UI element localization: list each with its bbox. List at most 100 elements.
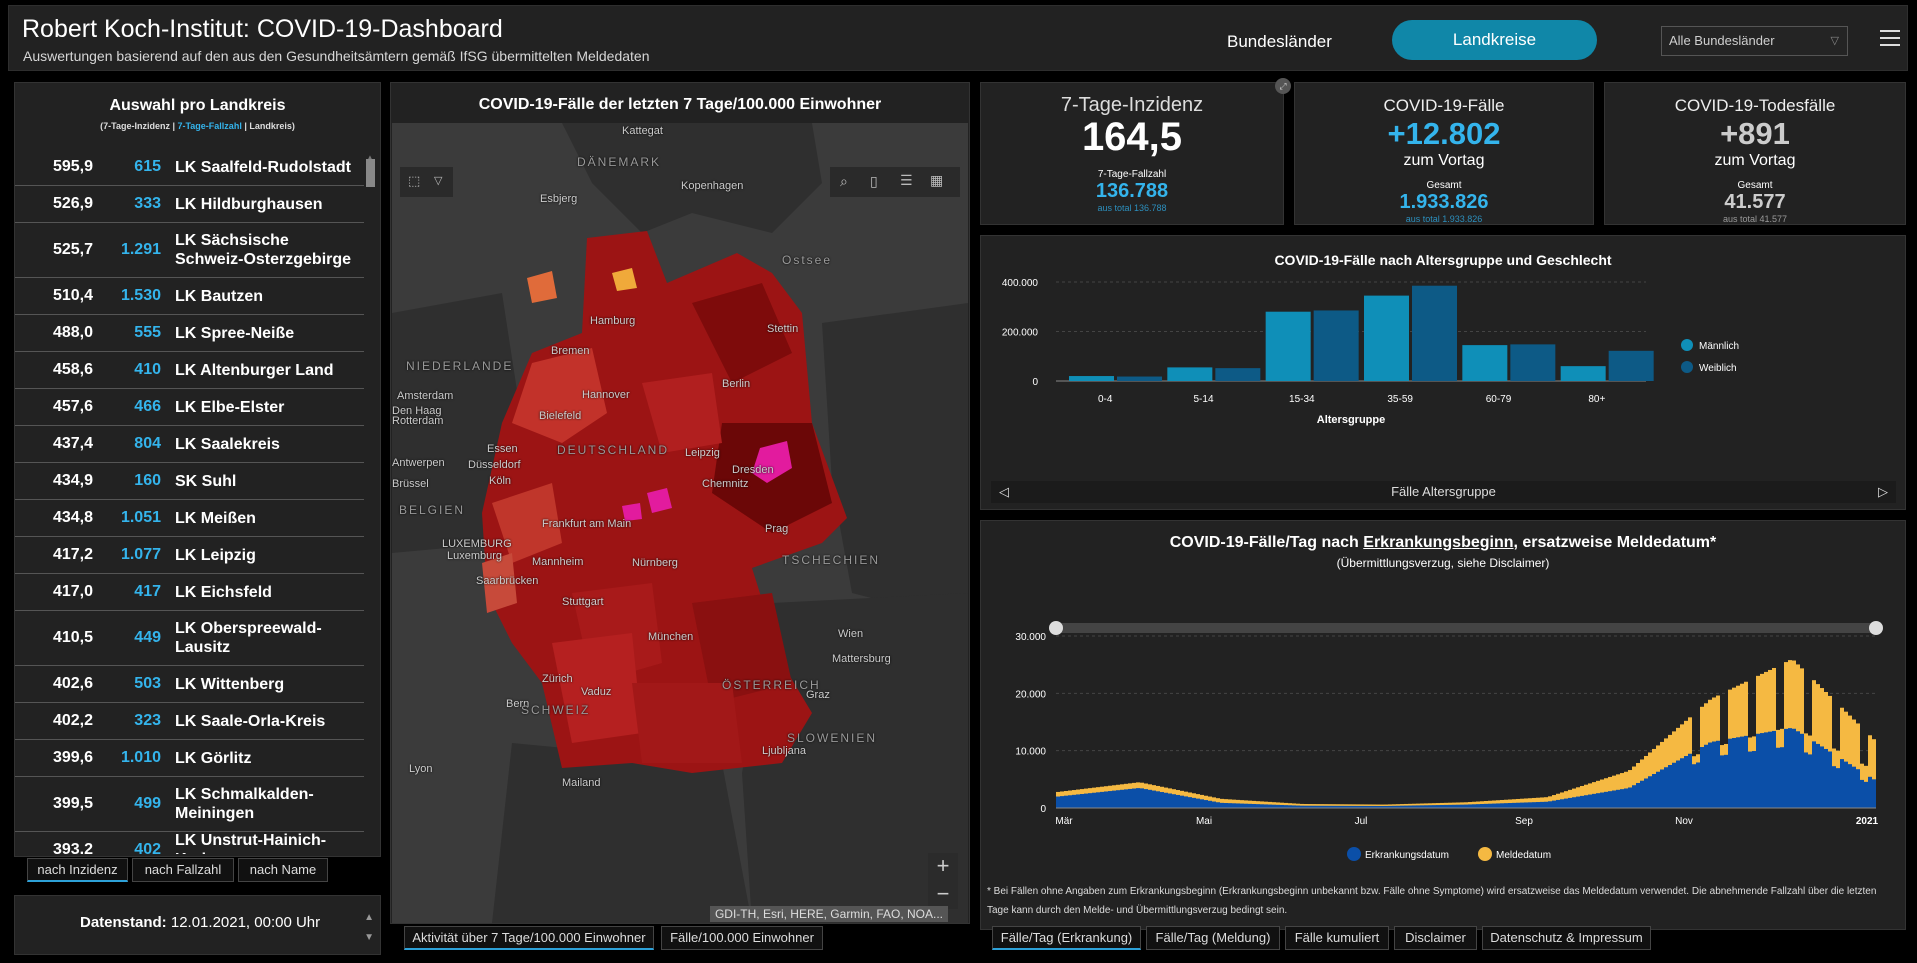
- age-ytick: 200.000: [1002, 328, 1039, 339]
- bundesland-dropdown-value: Alle Bundesländer: [1669, 33, 1775, 48]
- map-tools-right[interactable]: ⌕ ▯ ☰ ▦: [830, 167, 960, 197]
- age-bar-maennlich[interactable]: [1069, 376, 1114, 381]
- menu-icon[interactable]: [1880, 30, 1900, 51]
- legend-swatch: [1681, 361, 1693, 373]
- landkreis-row[interactable]: 417,2 1.077 LK Leipzig: [15, 537, 364, 574]
- age-bar-maennlich[interactable]: [1265, 311, 1311, 381]
- age-bar-maennlich[interactable]: [1462, 345, 1508, 381]
- row-case-count: 503: [134, 675, 161, 692]
- row-landkreis-name: LK Hildburghausen: [175, 195, 323, 213]
- expand-icon[interactable]: ⤢: [1275, 78, 1291, 94]
- tab-faelle-meldung[interactable]: Fälle/Tag (Meldung): [1146, 926, 1280, 950]
- epi-bar-erkrankung: [1324, 805, 1328, 808]
- map-tools-left[interactable]: ⬚ ▽: [400, 167, 453, 197]
- tab-disclaimer[interactable]: Disclaimer: [1394, 926, 1477, 950]
- tab-landkreise[interactable]: Landkreise: [1392, 20, 1597, 60]
- landkreis-row[interactable]: 525,7 1.291 LK Sächsische Schweiz-Osterzge…: [15, 223, 364, 278]
- sort-by-incidence-button[interactable]: nach Inzidenz: [27, 858, 128, 882]
- age-bar-weiblich[interactable]: [1412, 285, 1457, 381]
- age-bar-maennlich[interactable]: [1560, 366, 1606, 381]
- age-bar-weiblich[interactable]: [1215, 368, 1261, 381]
- list-icon[interactable]: ☰: [900, 172, 913, 188]
- tab-datenschutz[interactable]: Datenschutz & Impressum: [1482, 926, 1651, 950]
- landkreis-row[interactable]: 434,8 1.051 LK Meißen: [15, 500, 364, 537]
- zoom-in-button[interactable]: +: [928, 853, 958, 881]
- epi-bar-erkrankung: [1760, 733, 1764, 808]
- epi-chart[interactable]: 0 10.000 20.000 30.000 Mär Mai Jul Sep Nov 2021 Er…: [981, 596, 1905, 876]
- map-svg: [392, 123, 968, 923]
- epi-bar-erkrankung: [1212, 801, 1216, 808]
- landkreis-row[interactable]: 526,9 333 LK Hildburghausen: [15, 186, 364, 223]
- map-canvas[interactable]: ⬚ ▽ ⌕ ▯ ☰ ▦ Kattegat DÄNEMARK Kopenhagen Es…: [392, 123, 968, 923]
- select-icon[interactable]: ⬚: [408, 173, 421, 188]
- tab-faelle-kumuliert[interactable]: Fälle kumuliert: [1285, 926, 1389, 950]
- bundesland-dropdown[interactable]: Alle Bundesländer ▽: [1661, 26, 1848, 56]
- map-place-label: Brüssel: [392, 478, 429, 490]
- page-subtitle: Auswertungen basierend auf den aus den G…: [23, 48, 650, 64]
- tab-bundeslaender[interactable]: Bundesländer: [1227, 32, 1332, 51]
- landkreis-row[interactable]: 595,9 615 LK Saalfeld-Rudolstadt: [15, 149, 364, 186]
- chevron-down-icon[interactable]: ▽: [434, 175, 443, 187]
- map-place-label: Berlin: [722, 378, 751, 390]
- tab-cases-per-100k[interactable]: Fälle/100.000 Einwohner: [661, 926, 823, 950]
- scrollbar-thumb[interactable]: [366, 159, 375, 187]
- landkreis-row[interactable]: 457,6 466 LK Elbe-Elster: [15, 389, 364, 426]
- landkreis-row[interactable]: 399,6 1.010 LK Görlitz: [15, 740, 364, 777]
- pager-prev-icon[interactable]: ◁: [999, 484, 1009, 499]
- landkreis-row[interactable]: 402,6 503 LK Wittenberg: [15, 666, 364, 703]
- epi-bar-erkrankung: [1560, 799, 1564, 808]
- landkreis-row[interactable]: 434,9 160 SK Suhl: [15, 463, 364, 500]
- epi-bar-erkrankung: [1192, 797, 1196, 808]
- epi-disclaimer: * Bei Fällen ohne Angaben zum Erkrankung…: [987, 886, 1877, 916]
- landkreis-row[interactable]: 410,5 449 LK Oberspreewald-Lausitz: [15, 611, 364, 666]
- age-bar-weiblich[interactable]: [1117, 376, 1162, 381]
- sort-by-name-button[interactable]: nach Name: [238, 858, 328, 882]
- list-scrollbar[interactable]: ▲: [364, 83, 377, 858]
- map-place-label: Mannheim: [532, 556, 584, 568]
- epi-bar-erkrankung: [1456, 804, 1460, 808]
- row-incidence: 510,4: [52, 287, 93, 304]
- landkreis-list[interactable]: 595,9 615 LK Saalfeld-Rudolstadt 526,9 333 LK…: [15, 149, 364, 854]
- epi-range-handle-right[interactable]: [1869, 621, 1883, 635]
- legend-label: Meldedatum: [1496, 850, 1551, 861]
- landkreis-row[interactable]: 488,0 555 LK Spree-Neiße: [15, 315, 364, 352]
- age-bar-weiblich[interactable]: [1510, 344, 1556, 381]
- epi-bar-erkrankung: [1220, 802, 1224, 808]
- age-bar-maennlich[interactable]: [1167, 367, 1213, 381]
- search-icon[interactable]: ⌕: [840, 173, 848, 189]
- tab-activity-7days[interactable]: Aktivität über 7 Tage/100.000 Einwohner: [404, 926, 654, 950]
- epi-title-c: , ersatzweise Meldedatum*: [1513, 534, 1717, 551]
- landkreis-row[interactable]: 458,6 410 LK Altenburger Land: [15, 352, 364, 389]
- age-bar-weiblich[interactable]: [1608, 350, 1654, 381]
- row-case-count: 1.291: [120, 241, 161, 258]
- pager-next-icon[interactable]: ▷: [1878, 484, 1888, 499]
- scroll-up-icon[interactable]: ▲: [366, 153, 374, 162]
- sort-by-cases-button[interactable]: nach Fallzahl: [132, 858, 234, 882]
- landkreis-row[interactable]: 437,4 804 LK Saalekreis: [15, 426, 364, 463]
- row-incidence: 417,0: [52, 583, 93, 600]
- epi-bar-erkrankung: [1392, 805, 1396, 808]
- landkreis-row[interactable]: 393,2 402 LK Unstrut-Hainich-Kreis: [15, 832, 364, 854]
- epi-bar-erkrankung: [1668, 765, 1672, 808]
- map-place-label: Chemnitz: [702, 478, 749, 490]
- zoom-out-button[interactable]: −: [928, 881, 958, 909]
- row-landkreis-name: LK Sächsische Schweiz-Osterzgebirge: [175, 232, 352, 268]
- landkreis-list-panel: Auswahl pro Landkreis (7-Tage-Inzidenz |…: [14, 82, 381, 857]
- landkreis-row[interactable]: 399,5 499 LK Schmalkalden-Meiningen: [15, 777, 364, 832]
- age-bar-maennlich[interactable]: [1364, 295, 1409, 381]
- epi-range-handle-left[interactable]: [1049, 621, 1063, 635]
- datenstand-scroll-icon[interactable]: ▲ ▼: [364, 912, 374, 943]
- landkreis-row[interactable]: 510,4 1.530 LK Bautzen: [15, 278, 364, 315]
- datenstand-panel: Datenstand: 12.01.2021, 00:00 Uhr ▲ ▼: [14, 895, 381, 955]
- epi-bar-erkrankung: [1716, 740, 1720, 808]
- tab-faelle-erkrankung[interactable]: Fälle/Tag (Erkrankung): [992, 926, 1141, 950]
- age-bar-weiblich[interactable]: [1313, 310, 1359, 381]
- row-incidence: 458,6: [52, 361, 93, 378]
- landkreis-row[interactable]: 402,2 323 LK Saale-Orla-Kreis: [15, 703, 364, 740]
- bookmark-icon[interactable]: ▯: [870, 173, 878, 189]
- grid-icon[interactable]: ▦: [930, 172, 944, 188]
- epi-bar-erkrankung: [1816, 743, 1820, 808]
- epi-range-slider[interactable]: [1053, 623, 1879, 633]
- epi-bar-erkrankung: [1728, 738, 1732, 808]
- landkreis-row[interactable]: 417,0 417 LK Eichsfeld: [15, 574, 364, 611]
